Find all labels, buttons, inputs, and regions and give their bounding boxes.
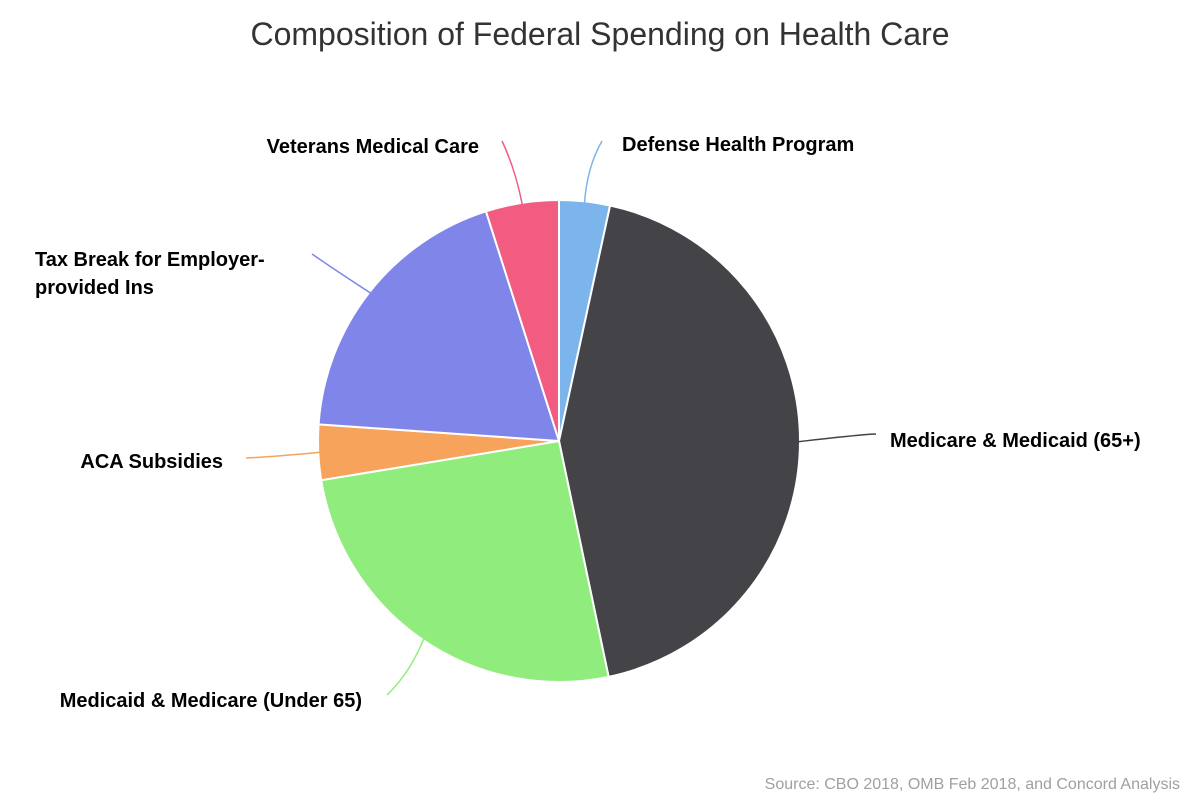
label-connector-5 [502, 141, 522, 205]
slice-label-1: Medicare & Medicaid (65+) [890, 430, 1141, 452]
label-connector-3 [246, 452, 320, 458]
pie-slices [318, 200, 800, 682]
label-connector-0 [584, 141, 602, 203]
slice-label-4: Tax Break for Employer-provided Ins [35, 249, 265, 299]
slice-label-2: Medicaid & Medicare (Under 65) [60, 690, 362, 712]
slice-label-3: ACA Subsidies [80, 451, 223, 473]
slice-label-0: Defense Health Program [622, 134, 854, 156]
label-connector-1 [798, 434, 876, 442]
pie-slice-1[interactable] [559, 205, 800, 676]
chart-source: Source: CBO 2018, OMB Feb 2018, and Conc… [765, 776, 1180, 794]
label-connector-4 [312, 254, 371, 293]
pie-slice-2[interactable] [321, 441, 608, 682]
slice-label-5: Veterans Medical Care [267, 136, 479, 158]
label-connector-2 [387, 638, 424, 695]
